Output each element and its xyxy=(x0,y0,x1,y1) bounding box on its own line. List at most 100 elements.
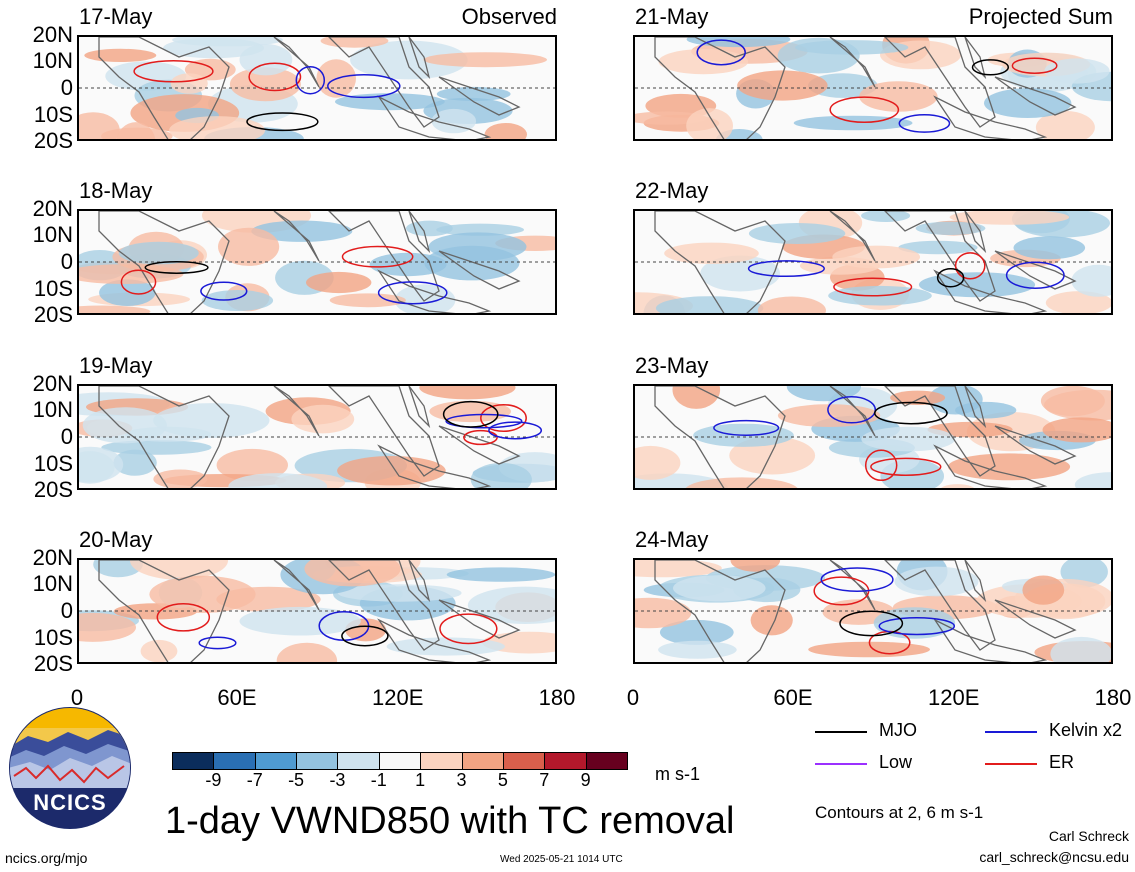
colorbar-swatch xyxy=(296,752,339,770)
chart-title: 1-day VWND850 with TC removal xyxy=(165,800,735,842)
panel-date: 23-May xyxy=(635,353,709,378)
anomaly-shading xyxy=(169,116,266,139)
map-panel xyxy=(77,384,557,490)
map-panel xyxy=(633,209,1113,315)
coastline xyxy=(328,211,440,302)
coastline xyxy=(994,76,1077,116)
colorbar xyxy=(172,752,628,772)
anomaly-shading xyxy=(898,240,978,255)
anomaly-shading xyxy=(915,221,986,235)
anomaly-shading xyxy=(304,560,401,587)
coastline xyxy=(273,386,320,437)
anomaly-shading xyxy=(635,445,681,480)
panel-label: Observed xyxy=(461,4,557,29)
coastline xyxy=(933,444,1048,488)
anomaly-shading xyxy=(423,52,547,68)
contour-line xyxy=(341,245,414,268)
anomaly-shading xyxy=(428,232,527,262)
anomaly-shading xyxy=(276,642,338,662)
anomaly-shading xyxy=(239,44,293,76)
contour-line xyxy=(442,400,499,428)
anomaly-shading xyxy=(890,390,946,405)
footer-author: Carl Schreck xyxy=(1048,828,1129,844)
anomaly-shading xyxy=(436,86,511,102)
anomaly-shading xyxy=(635,560,722,578)
colorbar-tick-label: 9 xyxy=(580,770,591,790)
contours-note: Contours at 2, 6 m s-1 xyxy=(815,803,984,822)
anomaly-shading xyxy=(795,40,909,55)
legend-mjo-label: MJO xyxy=(879,720,917,740)
anomaly-shading xyxy=(335,93,445,111)
colorbar-tick-label: -1 xyxy=(370,770,387,790)
map-panel xyxy=(633,558,1113,664)
anomaly-shading xyxy=(861,211,911,222)
anomaly-shading xyxy=(1044,389,1111,421)
anomaly-shading xyxy=(79,451,115,484)
coastline xyxy=(328,386,440,477)
coastline xyxy=(438,425,521,465)
anomaly-shading xyxy=(79,112,120,139)
anomaly-shading xyxy=(686,108,733,139)
colorbar-tick-label: 3 xyxy=(456,770,467,790)
anomaly-shading xyxy=(664,242,759,264)
footer-timestamp: Wed 2025-05-21 1014 UTC xyxy=(500,854,623,865)
coastline xyxy=(994,425,1077,465)
legend: MJO Kelvin x2 Low ER xyxy=(815,720,1135,780)
coastline xyxy=(829,37,876,88)
contour-line xyxy=(133,60,214,83)
anomaly-shading xyxy=(672,386,721,409)
anomaly-shading xyxy=(118,241,199,265)
contour-line xyxy=(827,396,877,424)
anomaly-shading xyxy=(777,404,881,427)
contour-line xyxy=(936,267,965,288)
contour-line xyxy=(954,252,986,280)
anomaly-shading xyxy=(832,245,921,269)
coastline xyxy=(654,211,786,313)
contour-line xyxy=(463,429,498,446)
coastline xyxy=(933,618,1048,662)
colorbar-swatch xyxy=(461,752,504,770)
map-panel xyxy=(77,209,557,315)
anomaly-shading xyxy=(79,305,151,313)
coastline xyxy=(829,386,876,437)
coastline xyxy=(328,560,440,651)
contour-line xyxy=(833,277,913,297)
anomaly-shading xyxy=(218,227,280,266)
colorbar-tick-label: 7 xyxy=(539,770,550,790)
lat-label: 20N xyxy=(32,545,73,570)
contour-line xyxy=(1005,261,1065,289)
colorbar-swatch xyxy=(585,752,628,770)
anomaly-shading xyxy=(99,279,156,306)
colorbar-swatch xyxy=(544,752,587,770)
coastline xyxy=(273,560,320,611)
colorbar-swatch xyxy=(420,752,463,770)
anomaly-shading xyxy=(1050,636,1111,662)
anomaly-shading xyxy=(635,597,692,629)
coastline xyxy=(408,211,431,254)
anomaly-shading xyxy=(93,560,143,578)
coastline xyxy=(98,386,230,488)
coastline xyxy=(964,560,987,603)
contour-line xyxy=(696,39,746,66)
contour-line xyxy=(870,457,942,476)
anomaly-shading xyxy=(748,223,846,244)
anomaly-shading xyxy=(861,426,956,452)
anomaly-shading xyxy=(251,220,353,242)
coastline xyxy=(408,560,431,603)
legend-kelvin-label: Kelvin x2 xyxy=(1049,720,1123,740)
ncics-logo: NCICS xyxy=(8,706,132,830)
anomaly-shading xyxy=(655,296,764,313)
contour-line xyxy=(377,281,448,305)
contour-line xyxy=(480,403,527,433)
anomaly-shading xyxy=(1044,58,1110,84)
anomaly-shading xyxy=(1071,264,1111,297)
anomaly-shading xyxy=(82,407,167,444)
colorbar-tick-label: 5 xyxy=(497,770,508,790)
coastline xyxy=(884,37,996,128)
contour-line xyxy=(246,112,319,132)
anomaly-shading xyxy=(172,37,283,47)
coastline xyxy=(654,386,786,488)
coastline xyxy=(408,386,431,429)
lat-label: 20S xyxy=(33,477,73,502)
contour-line xyxy=(829,96,900,124)
